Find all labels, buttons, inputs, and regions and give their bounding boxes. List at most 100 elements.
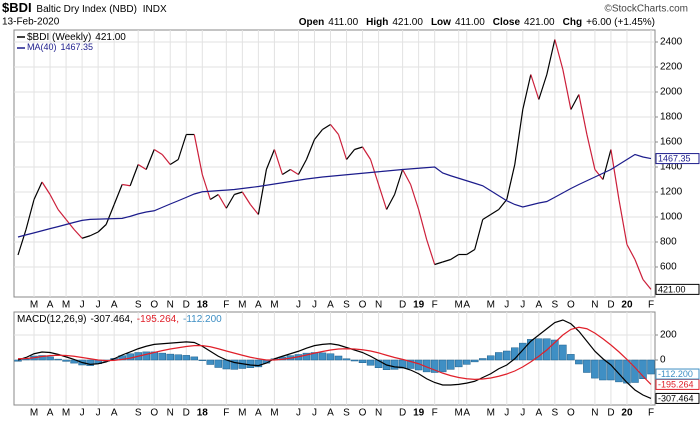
- price-segment: [410, 184, 420, 210]
- price-segment: [442, 258, 451, 263]
- histogram-bar: [462, 359, 471, 365]
- histogram-bar: [230, 359, 239, 370]
- histogram-bar: [190, 356, 199, 361]
- price-segment: [618, 199, 628, 245]
- y-tick-label: 1200: [660, 187, 683, 198]
- y-tick-label: 1600: [660, 137, 683, 148]
- histogram-bar: [206, 359, 215, 365]
- legend-value: 1467.35: [61, 42, 94, 52]
- y-tick-label: 2200: [660, 62, 683, 73]
- histogram-bar: [302, 352, 311, 361]
- y-tick-label: 200: [660, 330, 677, 341]
- price-segment: [145, 149, 155, 170]
- legend-entry: MA(40) 1467.35: [27, 42, 93, 52]
- price-segment: [33, 181, 43, 200]
- price-segment: [562, 69, 572, 110]
- x-tick-label: M: [455, 300, 463, 311]
- legend-entry: MACD(12,26,9) -307.464, -195.264, -112.200: [17, 314, 222, 325]
- price-segment: [450, 253, 460, 261]
- histogram-bar: [495, 352, 503, 361]
- histogram-bar: [527, 339, 535, 361]
- x-tick-label: J: [96, 300, 101, 311]
- last-value-label: -112.200: [658, 369, 693, 379]
- last-value-box: [655, 392, 700, 404]
- price-segment: [73, 229, 83, 239]
- x-tick-label: F: [648, 408, 654, 419]
- histogram-bar: [454, 359, 463, 368]
- x-tick-label: A: [47, 408, 54, 419]
- price-segment: [193, 134, 203, 175]
- price-segment: [57, 209, 67, 220]
- x-tick-label: O: [359, 408, 367, 419]
- price-segment: [137, 163, 147, 171]
- x-tick-label: D: [183, 408, 190, 419]
- x-tick-label: S: [552, 408, 559, 419]
- x-tick-label: N: [591, 300, 598, 311]
- x-tick-label: F: [648, 300, 654, 311]
- price-segment: [522, 74, 532, 110]
- x-tick-label: A: [255, 300, 262, 311]
- legend-title: MACD(12,26,9): [17, 314, 86, 325]
- x-tick-label: F: [223, 408, 229, 419]
- histogram-bar: [254, 359, 263, 368]
- quote-label: High: [366, 17, 388, 28]
- histogram-bar: [486, 355, 495, 361]
- price-segment: [257, 169, 267, 215]
- y-tick-label: 2000: [660, 87, 683, 98]
- histogram-bar: [511, 347, 519, 361]
- price-segment: [273, 149, 283, 175]
- x-tick-label: O: [150, 408, 158, 419]
- x-tick-label: 18: [197, 300, 209, 311]
- price-segment: [305, 139, 316, 160]
- x-tick-label: N: [591, 408, 598, 419]
- price-segment: [225, 194, 235, 209]
- price-segment: [290, 168, 299, 176]
- histogram-bar: [14, 359, 22, 362]
- x-tick-label: 19: [413, 408, 425, 419]
- y-tick-label: 600: [660, 262, 677, 273]
- last-value-label: 1467.35: [658, 153, 691, 163]
- quote-value: 421.00: [392, 17, 423, 28]
- histogram-bar: [366, 359, 375, 366]
- series-line: [17, 319, 652, 399]
- x-tick-label: D: [607, 300, 614, 311]
- histogram-bar: [607, 359, 615, 381]
- price-segment: [265, 149, 275, 170]
- price-segment: [97, 224, 107, 233]
- x-tick-label: J: [504, 300, 509, 311]
- x-tick-label: M: [487, 408, 495, 419]
- x-tick-label: S: [343, 300, 350, 311]
- quote-value: 411.00: [328, 17, 358, 28]
- histogram-bar: [583, 359, 591, 373]
- x-tick-label: N: [375, 408, 382, 419]
- price-segment: [482, 213, 492, 221]
- x-tick-label: M: [455, 408, 463, 419]
- quote-value: 421.00: [524, 17, 555, 28]
- price-segment: [330, 124, 339, 135]
- x-tick-label: M: [62, 408, 70, 419]
- price-segment: [17, 229, 27, 256]
- last-value-label: -307.464: [658, 393, 694, 403]
- x-tick-label: O: [359, 300, 367, 311]
- histogram-bar: [310, 352, 319, 361]
- price-segment: [498, 199, 508, 210]
- price-segment: [506, 164, 516, 200]
- x-tick-label: D: [399, 408, 406, 419]
- x-tick-label: J: [80, 408, 85, 419]
- price-segment: [570, 94, 580, 110]
- x-tick-label: J: [312, 408, 317, 419]
- x-tick-label: J: [504, 408, 509, 419]
- price-segment: [241, 191, 251, 205]
- last-value-label: 421.00: [658, 284, 686, 294]
- price-segment: [362, 146, 372, 160]
- x-tick-label: J: [296, 408, 301, 419]
- price-segment: [386, 194, 396, 210]
- x-tick-label: O: [567, 300, 575, 311]
- legend-name: MA(40): [27, 42, 57, 52]
- price-segment: [466, 248, 476, 256]
- x-tick-label: M: [30, 300, 38, 311]
- y-tick-label: 1800: [660, 112, 683, 123]
- panel-frame: [13, 311, 656, 406]
- quote-label: Low: [431, 17, 451, 28]
